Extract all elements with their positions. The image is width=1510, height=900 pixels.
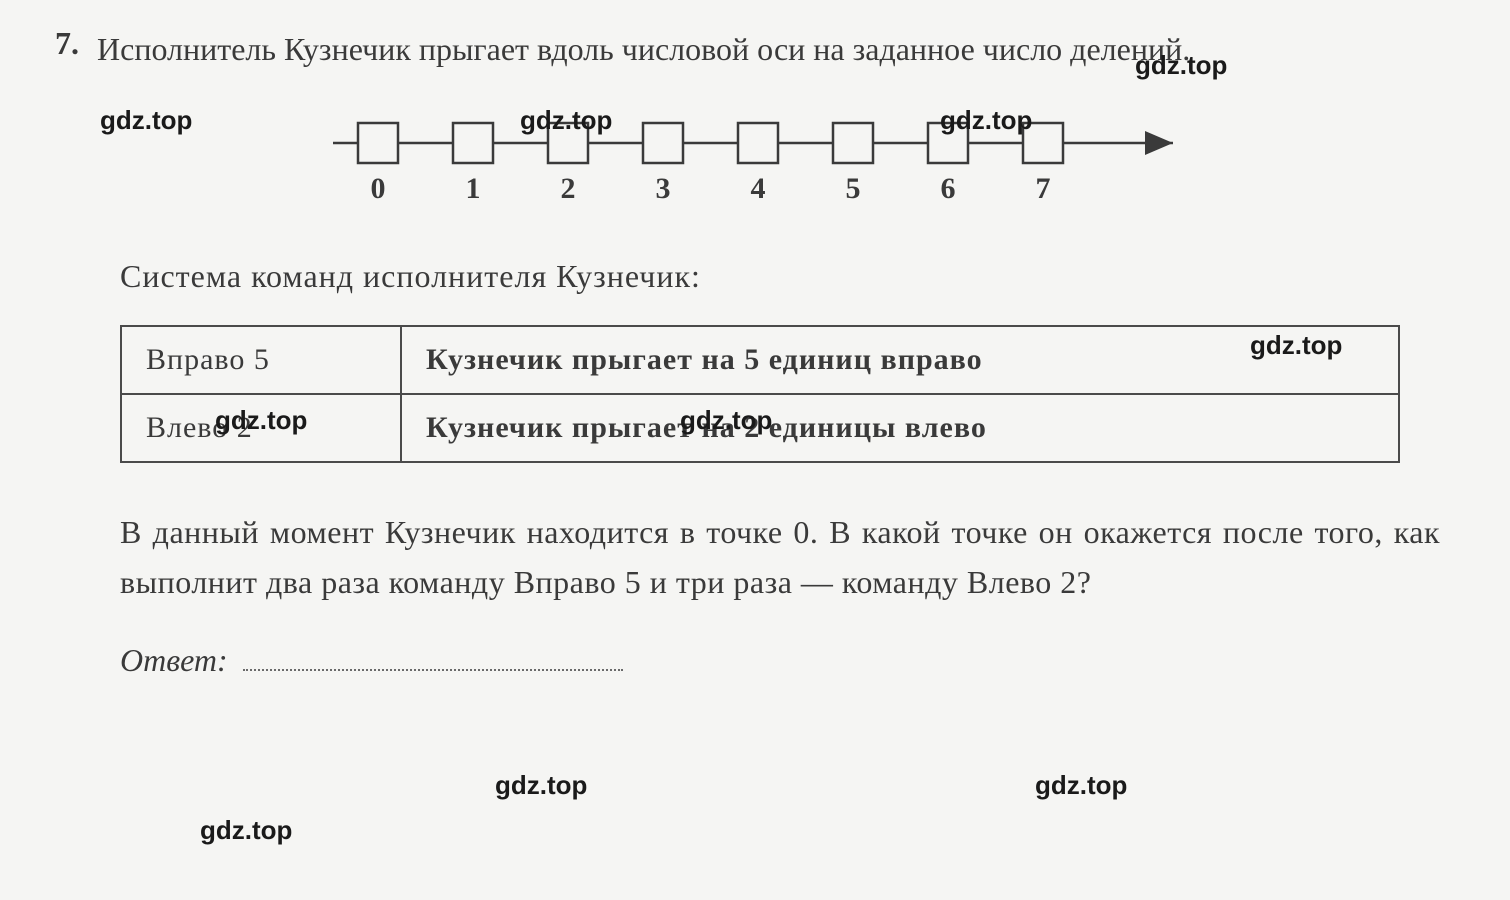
question-cmd1: Вправо 5 bbox=[514, 564, 642, 600]
svg-text:5: 5 bbox=[845, 172, 860, 205]
svg-text:7: 7 bbox=[1035, 172, 1050, 205]
watermark: gdz.top bbox=[495, 770, 587, 801]
question-cmd2: Влево 2 bbox=[967, 564, 1077, 600]
command-name-cell: Влево 2 bbox=[121, 394, 401, 462]
watermark: gdz.top bbox=[1035, 770, 1127, 801]
commands-intro: Система команд исполнителя Кузнечик: bbox=[120, 258, 1455, 295]
svg-text:3: 3 bbox=[655, 172, 670, 205]
answer-line: Ответ: bbox=[120, 642, 1455, 679]
table-row: Влево 2 Кузнечик прыгает на 2 единицы вл… bbox=[121, 394, 1399, 462]
question-text: В данный момент Кузнечик находится в точ… bbox=[120, 508, 1440, 607]
svg-text:2: 2 bbox=[560, 172, 575, 205]
question-part3: ? bbox=[1077, 564, 1092, 600]
watermark: gdz.top bbox=[200, 815, 292, 846]
svg-text:6: 6 bbox=[940, 172, 955, 205]
answer-label: Ответ: bbox=[120, 642, 228, 679]
command-desc-cell: Кузнечик прыгает на 5 единиц вправо bbox=[401, 326, 1399, 394]
table-row: Вправо 5 Кузнечик прыгает на 5 единиц вп… bbox=[121, 326, 1399, 394]
svg-text:4: 4 bbox=[750, 172, 765, 205]
svg-text:1: 1 bbox=[465, 172, 480, 205]
problem-number: 7. bbox=[55, 25, 79, 62]
svg-text:0: 0 bbox=[370, 172, 385, 205]
question-part2: и три раза — команду bbox=[641, 564, 967, 600]
command-name-cell: Вправо 5 bbox=[121, 326, 401, 394]
number-line-diagram: 0 1 2 3 4 5 6 7 bbox=[55, 113, 1455, 213]
problem-intro-text: Исполнитель Кузнечик прыгает вдоль число… bbox=[97, 25, 1190, 73]
answer-blank bbox=[243, 669, 623, 671]
commands-table: Вправо 5 Кузнечик прыгает на 5 единиц вп… bbox=[120, 325, 1400, 463]
command-desc-cell: Кузнечик прыгает на 2 единицы влево bbox=[401, 394, 1399, 462]
